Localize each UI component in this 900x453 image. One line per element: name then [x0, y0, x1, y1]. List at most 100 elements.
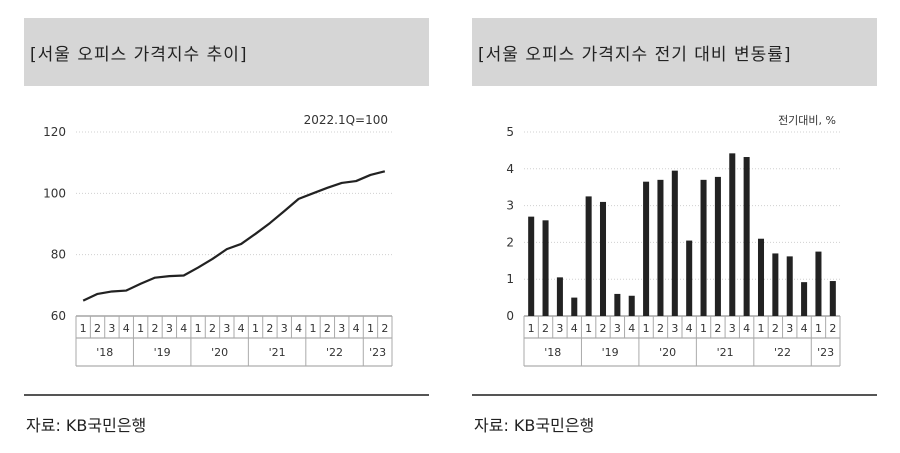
quarter-label: 2 [600, 322, 607, 335]
bottom-rule [24, 394, 429, 396]
bar [599, 201, 607, 316]
chart-title: [서울 오피스 가격지수 추이] [30, 45, 248, 65]
series-line [82, 170, 386, 302]
bar [556, 277, 563, 316]
quarter-label: 4 [180, 322, 187, 335]
y-tick-label: 4 [506, 162, 514, 176]
quarter-label: 2 [94, 322, 101, 335]
year-label: '18 [544, 346, 561, 359]
quarter-label: 3 [223, 322, 230, 335]
y-tick-label: 100 [43, 186, 66, 200]
bar [786, 256, 793, 316]
quarter-label: 1 [252, 322, 259, 335]
year-label: '22 [774, 346, 791, 359]
quarter-label: 3 [108, 322, 115, 335]
quarter-label: 1 [367, 322, 374, 335]
quarter-label: 4 [353, 322, 360, 335]
year-label: '21 [269, 346, 286, 359]
year-label: '20 [211, 346, 228, 359]
year-label: '21 [717, 346, 734, 359]
quarter-label: 3 [729, 322, 736, 335]
quarter-label: 1 [585, 322, 592, 335]
quarter-label: 2 [542, 322, 549, 335]
quarter-label: 2 [829, 322, 836, 335]
change-rate-panel: [서울 오피스 가격지수 전기 대비 변동률] 0 1 2 3 4 5 전기대비, % 1 2 3… [472, 18, 877, 398]
y-tick-label: 0 [506, 309, 514, 323]
quarter-label: 4 [123, 322, 130, 335]
price-index-panel: [서울 오피스 가격지수 추이] 60 80 100 120 2022.1Q=100 1 2… [24, 18, 429, 398]
quarter-label: 1 [310, 322, 317, 335]
bar [815, 251, 822, 316]
quarter-label: 2 [324, 322, 331, 335]
quarter-label: 3 [614, 322, 621, 335]
bar [585, 196, 592, 316]
bar [757, 238, 765, 316]
y-tick-label: 80 [51, 248, 66, 262]
quarter-label: 1 [700, 322, 707, 335]
quarter-label: 1 [195, 322, 202, 335]
bar [714, 176, 721, 316]
quarter-label: 3 [338, 322, 345, 335]
bar [657, 179, 664, 316]
bar [686, 240, 693, 316]
y-tick-label: 1 [506, 272, 514, 286]
y-tick-label: 5 [506, 125, 514, 139]
quarter-label: 4 [295, 322, 302, 335]
chart-title: [서울 오피스 가격지수 전기 대비 변동률] [478, 45, 792, 65]
quarter-label: 2 [714, 322, 721, 335]
bar [528, 216, 535, 316]
quarter-label: 1 [758, 322, 765, 335]
quarter-label: 4 [686, 322, 693, 335]
quarter-label: 2 [266, 322, 273, 335]
quarter-label: 3 [281, 322, 288, 335]
quarter-label: 2 [209, 322, 216, 335]
quarter-label: 1 [137, 322, 144, 335]
bar [801, 282, 808, 316]
year-label: '23 [817, 346, 834, 359]
bar [628, 295, 635, 316]
bar [729, 153, 736, 316]
year-label: '22 [326, 346, 343, 359]
quarter-label: 3 [556, 322, 563, 335]
bar [571, 297, 578, 316]
quarter-label: 2 [657, 322, 664, 335]
bar [700, 179, 707, 316]
quarter-label: 2 [772, 322, 779, 335]
y-tick-label: 2 [506, 235, 514, 249]
year-label: '20 [659, 346, 676, 359]
bar [614, 293, 621, 316]
y-tick-label: 3 [506, 199, 514, 213]
bar [743, 157, 750, 316]
quarter-label: 4 [238, 322, 245, 335]
y-tick-label: 60 [51, 309, 66, 323]
quarter-label: 4 [571, 322, 578, 335]
year-label: '19 [154, 346, 171, 359]
unit-annotation: 2022.1Q=100 [304, 113, 388, 127]
quarter-label: 1 [643, 322, 650, 335]
bottom-rule [472, 394, 877, 396]
y-tick-label: 120 [43, 125, 66, 139]
quarter-label: 2 [381, 322, 388, 335]
quarter-label: 3 [671, 322, 678, 335]
quarter-label: 1 [815, 322, 822, 335]
source-note: 자료: KB국민은행 [474, 416, 595, 435]
bar [772, 253, 779, 316]
title-bar: [서울 오피스 가격지수 추이] [24, 18, 429, 86]
year-label: '18 [96, 346, 113, 359]
quarter-label: 4 [628, 322, 635, 335]
title-bar: [서울 오피스 가격지수 전기 대비 변동률] [472, 18, 877, 86]
source-note: 자료: KB국민은행 [26, 416, 147, 435]
bar [542, 220, 549, 316]
quarter-label: 4 [801, 322, 808, 335]
quarter-label: 3 [786, 322, 793, 335]
unit-annotation: 전기대비, % [778, 114, 836, 127]
quarter-label: 2 [152, 322, 159, 335]
year-label: '19 [602, 346, 619, 359]
quarter-label: 4 [743, 322, 750, 335]
bar [643, 181, 650, 316]
year-label: '23 [369, 346, 386, 359]
bar [671, 170, 678, 316]
bar [829, 281, 836, 316]
